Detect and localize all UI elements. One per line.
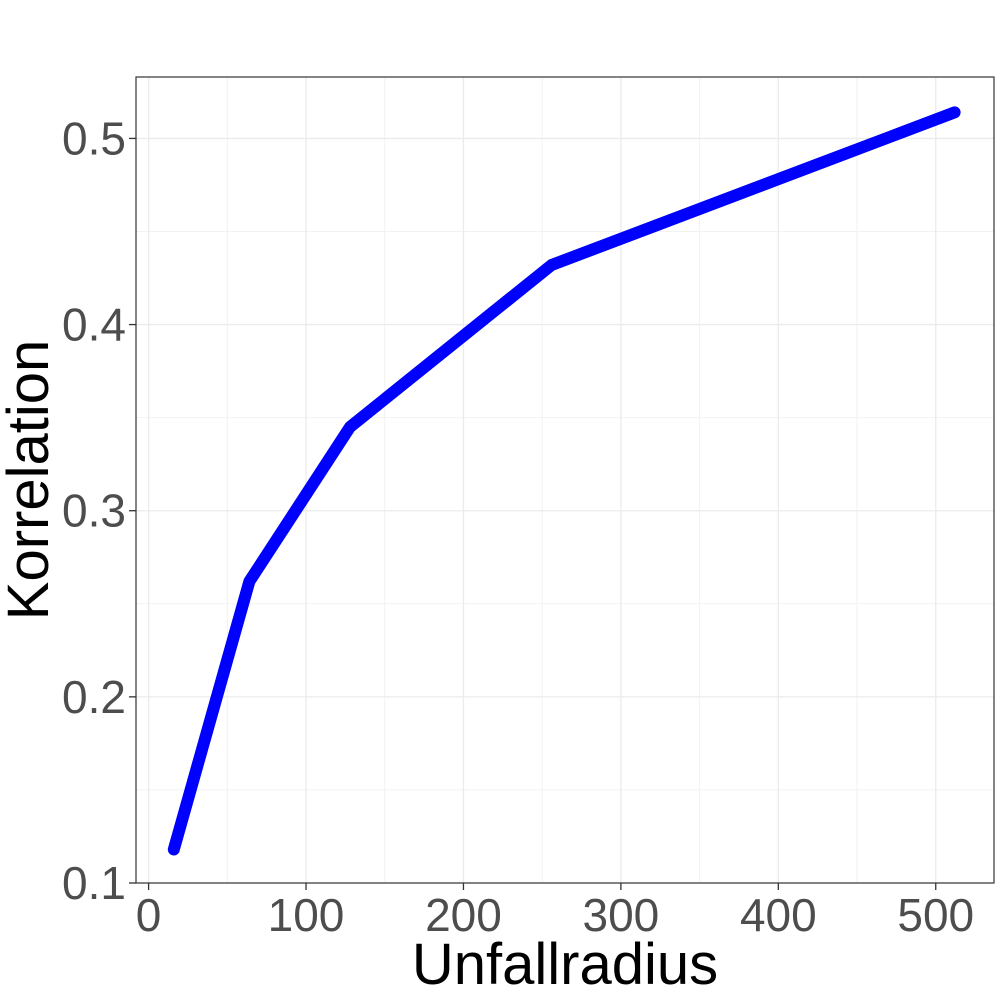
major-gridlines bbox=[136, 77, 994, 884]
y-tick-label: 0.5 bbox=[62, 112, 126, 164]
x-tick-label: 0 bbox=[136, 889, 162, 941]
plot-panel bbox=[136, 77, 994, 883]
y-axis-title: Korrelation bbox=[0, 340, 61, 620]
x-axis-title: Unfallradius bbox=[412, 932, 718, 997]
x-tick-label: 500 bbox=[897, 889, 974, 941]
y-axis-ticks: 0.1 0.2 0.3 0.4 0.5 bbox=[62, 112, 136, 909]
plot-border bbox=[135, 76, 995, 884]
y-tick-label: 0.4 bbox=[62, 299, 126, 351]
series-line bbox=[167, 106, 961, 856]
x-tick-label: 200 bbox=[425, 889, 502, 941]
y-tick-label: 0.2 bbox=[62, 671, 126, 723]
x-tick-label: 100 bbox=[268, 889, 345, 941]
y-tick-label: 0.3 bbox=[62, 485, 126, 537]
x-axis-ticks: 0 100 200 300 400 500 bbox=[136, 883, 974, 941]
x-tick-label: 300 bbox=[583, 889, 660, 941]
y-tick-label: 0.1 bbox=[62, 857, 126, 909]
x-tick-label: 400 bbox=[740, 889, 817, 941]
series-layer bbox=[167, 106, 961, 856]
